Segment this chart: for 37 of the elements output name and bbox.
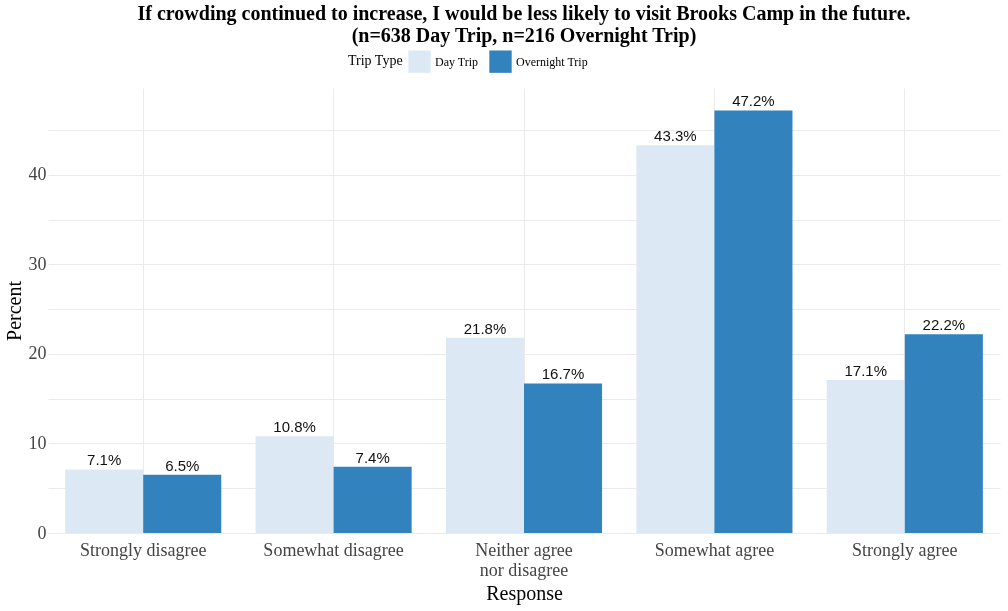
x-tick-label: Somewhat agree — [654, 539, 775, 560]
data-label: 10.8% — [273, 418, 316, 436]
bar — [524, 383, 603, 533]
x-axis-title: Response — [486, 581, 563, 605]
data-label: 17.1% — [844, 361, 888, 379]
x-tick-label: Strongly disagree — [79, 539, 207, 560]
chart-title: If crowding continued to increase, I would be less likely to visit Brooks Camp in the future. — [137, 2, 911, 25]
legend-title: Trip Type — [348, 53, 403, 68]
x-tick-label: Neither agree nor disagree — [475, 539, 573, 580]
legend-label: Day Trip — [435, 54, 479, 69]
chart-subtitle: (n=638 Day Trip, n=216 Overnight Trip) — [351, 24, 697, 47]
data-label: 7.4% — [355, 448, 390, 466]
y-axis-title: Percent — [2, 280, 25, 341]
y-tick-label: 30 — [28, 253, 47, 274]
bar — [714, 110, 793, 533]
bar — [255, 436, 334, 533]
y-tick-label: 10 — [28, 432, 47, 453]
data-label: 6.5% — [165, 456, 200, 474]
bar — [333, 466, 412, 533]
data-label: 16.7% — [541, 365, 585, 383]
x-tick-label: Strongly agree — [852, 539, 958, 560]
data-label: 7.1% — [87, 451, 122, 469]
bar — [65, 469, 144, 533]
bar — [904, 334, 983, 533]
data-label: 47.2% — [732, 92, 775, 110]
x-tick-label: Somewhat disagree — [263, 539, 404, 560]
y-tick-label: 0 — [37, 522, 47, 543]
legend-label: Overnight Trip — [516, 54, 588, 69]
bar — [826, 379, 905, 533]
y-tick-label: 20 — [28, 343, 47, 364]
bar — [445, 337, 524, 533]
y-tick-label: 40 — [28, 164, 47, 185]
bar — [143, 474, 222, 533]
data-label: 21.8% — [463, 319, 507, 337]
data-label: 43.3% — [654, 127, 697, 145]
bar — [636, 145, 715, 533]
data-label: 22.2% — [922, 316, 966, 334]
